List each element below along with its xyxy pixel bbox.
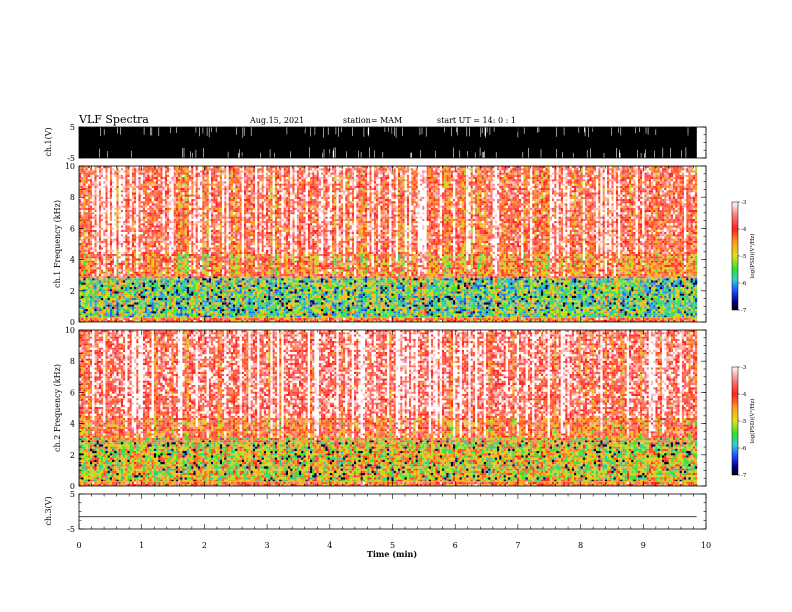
colorbar-scale <box>731 366 739 476</box>
x-tick-label: 8 <box>578 541 583 550</box>
colorbar-tick-label: -4 <box>741 227 747 233</box>
y-tick-label: 0 <box>70 482 75 491</box>
chart-title: VLF Spectra <box>78 113 149 126</box>
x-tick-label: 9 <box>641 541 646 550</box>
y-tick-label: 4 <box>70 256 75 265</box>
x-tick-label: 5 <box>390 541 395 550</box>
spectrogram-cells <box>79 330 698 486</box>
y-tick-label: 5 <box>70 123 75 132</box>
colorbar-tick-label: -6 <box>741 446 747 452</box>
spectrogram-cells <box>79 166 698 322</box>
spectrogram-cells <box>85 278 698 318</box>
colorbar-tick-label: -4 <box>741 392 747 398</box>
x-axis-label: Time (min) <box>367 549 417 559</box>
spectrogram-cells <box>79 166 698 322</box>
y-tick-label: 10 <box>65 162 75 171</box>
colorbar-tick-label: -6 <box>741 281 747 287</box>
ch1-waveform-panel <box>79 127 706 158</box>
ch1-waveform-ylabel: ch.1(V) <box>44 127 53 156</box>
y-tick-label: -5 <box>67 154 75 163</box>
x-tick-label: 6 <box>453 541 458 550</box>
y-tick-label: 6 <box>70 224 75 233</box>
y-tick-label: 8 <box>70 193 75 202</box>
x-tick-label: 3 <box>265 541 270 550</box>
spectrogram-cells <box>79 418 698 486</box>
panel-frame <box>78 493 707 530</box>
colorbar-tick-label: -3 <box>741 200 747 206</box>
y-tick-label: 2 <box>70 451 75 460</box>
ch1-spectrogram-ylabel: ch.1 Frequency (kHz) <box>53 200 62 288</box>
y-tick-label: 6 <box>70 388 75 397</box>
spectrogram-cells <box>83 276 698 318</box>
x-tick-label: 4 <box>327 541 332 550</box>
ch1-spectrogram-panel <box>79 166 706 322</box>
spectrogram-cells <box>79 330 695 486</box>
y-tick-label: 10 <box>65 326 75 335</box>
colorbar-tick-label: -7 <box>741 308 747 314</box>
y-tick-label: 4 <box>70 420 75 429</box>
header-start-time: start UT = 14: 0 : 1 <box>437 116 516 125</box>
y-tick-label: 8 <box>70 357 75 366</box>
colorbar-tick-label: -5 <box>741 254 747 260</box>
spectrogram-cells <box>79 330 698 486</box>
ch3-waveform-ylabel: ch.3(V) <box>44 496 53 525</box>
x-tick-label: 2 <box>202 541 207 550</box>
colorbar-tick-label: -3 <box>741 365 747 371</box>
spectrogram-cells <box>79 330 698 486</box>
spectrogram-cells <box>79 254 698 318</box>
header-station: station= MAM <box>343 116 402 125</box>
ch2-colorbar: -3 -4 -5 -6 -7 log(PSD)(V²/Hz) <box>731 365 756 479</box>
spectrogram-cells <box>79 330 698 486</box>
colorbar-tick-label: -7 <box>741 473 747 479</box>
spectrogram-cells <box>79 166 698 322</box>
y-tick-label: 0 <box>70 318 75 327</box>
spectrogram-cells <box>79 431 698 482</box>
y-tick-label: -5 <box>67 525 75 534</box>
ch1-spectrogram-ylabel-text: ch.1 Frequency (kHz) <box>53 200 62 288</box>
spectrogram-cells <box>79 166 698 322</box>
ch1-colorbar: -3 -4 -5 -6 -7 log(PSD)(V²/Hz) <box>731 200 756 314</box>
spectrogram-cells <box>79 332 698 486</box>
ch1-waveform-trace <box>79 127 697 158</box>
y-tick-label: 2 <box>70 287 75 296</box>
colorbar-tick-label: -5 <box>741 419 747 425</box>
ch2-spectrogram-ylabel-text: ch.2 Frequency (kHz) <box>53 364 62 452</box>
header-date: Aug.15, 2021 <box>249 116 304 125</box>
x-tick-label: 0 <box>76 541 81 550</box>
x-tick-label: 1 <box>139 541 144 550</box>
y-tick-label: 5 <box>70 490 75 499</box>
colorbar-label: log(PSD)(V²/Hz) <box>749 234 756 279</box>
spectrogram-cells <box>79 166 698 322</box>
colorbar-label: log(PSD)(V²/Hz) <box>749 399 756 444</box>
x-tick-label: 10 <box>701 541 711 550</box>
colorbar-scale <box>731 201 739 311</box>
x-tick-label: 7 <box>515 541 520 550</box>
ch2-spectrogram-panel <box>79 330 706 486</box>
ch2-spectrogram-ylabel: ch.2 Frequency (kHz) <box>53 364 62 452</box>
